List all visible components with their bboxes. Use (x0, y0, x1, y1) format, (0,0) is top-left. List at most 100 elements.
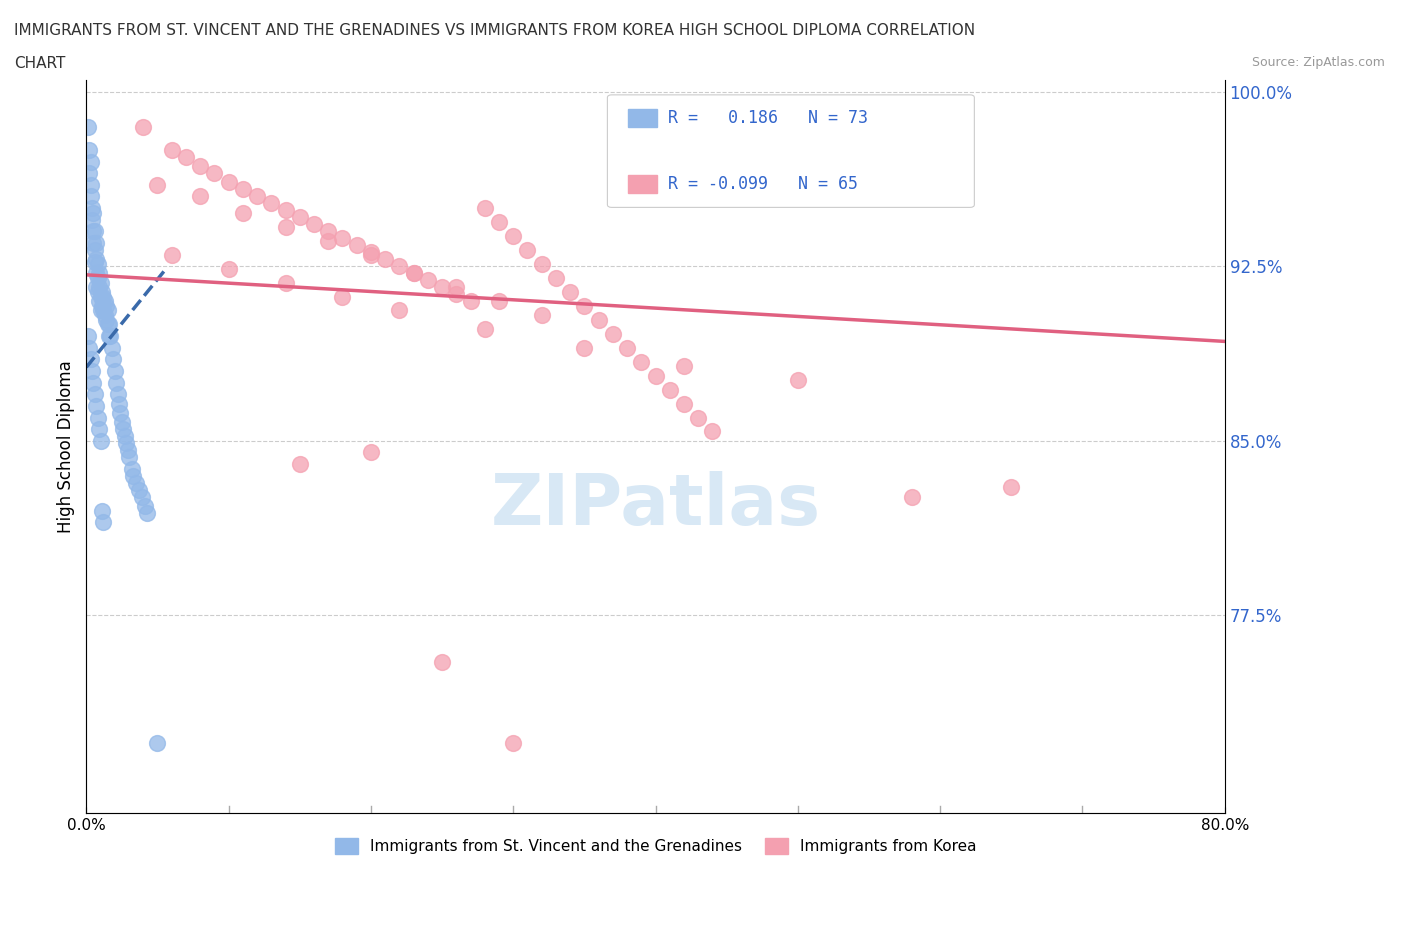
Point (574, 340, 596, 355)
Point (89, 303, 111, 318)
Point (232, 182, 254, 197)
Point (134, 498, 156, 513)
Point (87, 294, 110, 309)
Point (98, 328, 121, 343)
Point (94, 308, 117, 323)
Point (688, 410, 710, 425)
Point (672, 359, 695, 374)
Point (94, 294, 117, 309)
Point (574, 299, 596, 313)
Point (84, 252, 107, 267)
Point (89, 433, 111, 448)
Point (616, 340, 638, 355)
Point (86, 257, 108, 272)
Point (430, 280, 453, 295)
Point (558, 285, 581, 299)
Point (146, 178, 169, 193)
Point (446, 286, 468, 301)
Point (218, 175, 240, 190)
Legend: Immigrants from St. Vincent and the Grenadines, Immigrants from Korea: Immigrants from St. Vincent and the Gren… (329, 832, 983, 860)
Point (672, 396, 695, 411)
Point (502, 736, 524, 751)
Point (107, 387, 129, 402)
Text: IMMIGRANTS FROM ST. VINCENT AND THE GRENADINES VS IMMIGRANTS FROM KOREA HIGH SCH: IMMIGRANTS FROM ST. VINCENT AND THE GREN… (14, 23, 976, 38)
Text: R =   0.186   N = 73: R = 0.186 N = 73 (668, 109, 868, 127)
Point (86, 285, 108, 299)
Point (76, 119, 98, 134)
Point (86, 271, 108, 286)
Point (82, 375, 104, 390)
Point (188, 159, 211, 174)
Point (111, 415, 134, 430)
Point (160, 142, 183, 157)
Point (84, 280, 107, 295)
Point (288, 457, 311, 472)
Point (332, 231, 354, 246)
Point (1000, 480, 1022, 495)
Point (160, 247, 183, 262)
Point (104, 364, 127, 379)
Point (80, 364, 103, 379)
Point (115, 435, 138, 450)
Point (91, 285, 114, 299)
Point (530, 308, 553, 323)
Point (77, 142, 100, 157)
Point (79, 189, 101, 204)
Text: R = -0.099   N = 65: R = -0.099 N = 65 (668, 175, 858, 193)
Point (900, 489, 922, 504)
Point (174, 150, 197, 165)
Point (128, 483, 150, 498)
Point (132, 119, 155, 134)
Point (83, 254, 105, 269)
Point (402, 266, 425, 281)
Point (105, 375, 128, 390)
Point (516, 243, 538, 258)
Point (374, 252, 396, 267)
Point (630, 354, 652, 369)
Point (84, 266, 107, 281)
Point (77, 340, 100, 355)
Point (118, 449, 141, 464)
Point (93, 303, 115, 318)
Point (80, 212, 103, 227)
Point (218, 261, 240, 276)
Point (82, 224, 104, 239)
Point (121, 461, 143, 476)
Point (101, 340, 124, 355)
Point (110, 405, 132, 420)
Point (346, 238, 368, 253)
Point (460, 294, 482, 309)
Point (83, 224, 105, 239)
Point (430, 655, 453, 670)
Point (79, 154, 101, 169)
Point (82, 206, 104, 220)
Point (202, 166, 225, 180)
Point (93, 289, 115, 304)
Point (488, 215, 510, 230)
Point (84, 398, 107, 413)
Point (96, 299, 118, 313)
Y-axis label: High School Diploma: High School Diploma (58, 360, 75, 533)
Point (246, 189, 269, 204)
Point (388, 259, 411, 273)
Point (93, 515, 115, 530)
Point (474, 322, 496, 337)
Point (288, 210, 311, 225)
Point (112, 421, 135, 436)
Point (83, 243, 105, 258)
Point (89, 275, 111, 290)
Point (108, 396, 131, 411)
Point (125, 475, 148, 490)
Point (136, 506, 159, 521)
Point (84, 235, 107, 250)
Point (360, 245, 382, 259)
Point (122, 469, 145, 484)
Point (97, 303, 120, 318)
Text: Source: ZipAtlas.com: Source: ZipAtlas.com (1251, 56, 1385, 69)
Point (82, 235, 104, 250)
Point (530, 257, 553, 272)
Point (87, 266, 110, 281)
Point (188, 189, 211, 204)
Point (644, 368, 666, 383)
Point (446, 280, 468, 295)
